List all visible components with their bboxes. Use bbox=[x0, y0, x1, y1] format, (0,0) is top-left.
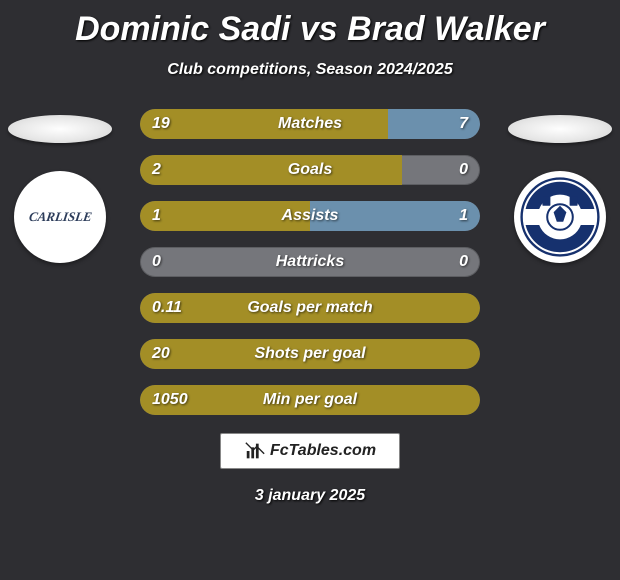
page-subtitle: Club competitions, Season 2024/2025 bbox=[0, 61, 620, 79]
stat-label: Goals bbox=[288, 161, 332, 179]
player-right-column bbox=[500, 109, 620, 263]
stat-value-right: 0 bbox=[459, 253, 468, 271]
flag-left-icon bbox=[8, 115, 112, 143]
stat-row: 19 7 Matches bbox=[140, 109, 480, 139]
stat-value-left: 1050 bbox=[152, 391, 188, 409]
stat-value-left: 19 bbox=[152, 115, 170, 133]
stat-bars: 197Matches20Goals11Assists00Hattricks0.1… bbox=[140, 109, 480, 415]
player-left-column: CARLISLE bbox=[0, 109, 120, 263]
stat-label: Goals per match bbox=[247, 299, 372, 317]
stat-value-left: 0 bbox=[152, 253, 161, 271]
stat-label: Hattricks bbox=[276, 253, 344, 271]
stat-value-right: 1 bbox=[459, 207, 468, 225]
stat-label: Shots per goal bbox=[254, 345, 365, 363]
stat-row: 1 1 Assists bbox=[140, 201, 480, 231]
stat-value-left: 1 bbox=[152, 207, 161, 225]
club-badge-left: CARLISLE bbox=[14, 171, 106, 263]
stat-row: 1050 Min per goal bbox=[140, 385, 480, 415]
stat-row: 20 Shots per goal bbox=[140, 339, 480, 369]
footer-date: 3 january 2025 bbox=[0, 487, 620, 505]
tranmere-crest-icon bbox=[520, 177, 600, 257]
stat-value-left: 2 bbox=[152, 161, 161, 179]
stat-row: 0.11 Goals per match bbox=[140, 293, 480, 323]
flag-right-icon bbox=[508, 115, 612, 143]
fctables-logo: FcTables.com bbox=[220, 433, 400, 469]
club-badge-right bbox=[514, 171, 606, 263]
club-badge-left-text: CARLISLE bbox=[27, 209, 92, 225]
stat-label: Min per goal bbox=[263, 391, 357, 409]
stat-row: 0 0 Hattricks bbox=[140, 247, 480, 277]
page-title: Dominic Sadi vs Brad Walker bbox=[0, 0, 620, 49]
fctables-text: FcTables.com bbox=[270, 442, 376, 460]
stat-row: 2 0 Goals bbox=[140, 155, 480, 185]
stat-fill-left bbox=[140, 155, 402, 185]
stat-label: Assists bbox=[282, 207, 339, 225]
stat-label: Matches bbox=[278, 115, 342, 133]
stat-fill-left bbox=[140, 109, 388, 139]
bar-chart-icon bbox=[244, 440, 266, 462]
stat-value-left: 20 bbox=[152, 345, 170, 363]
stat-value-right: 7 bbox=[459, 115, 468, 133]
stat-value-left: 0.11 bbox=[152, 299, 182, 317]
comparison-panel: CARLISLE 197Matches20Goals11Assists00Hat… bbox=[0, 109, 620, 415]
stat-value-right: 0 bbox=[459, 161, 468, 179]
